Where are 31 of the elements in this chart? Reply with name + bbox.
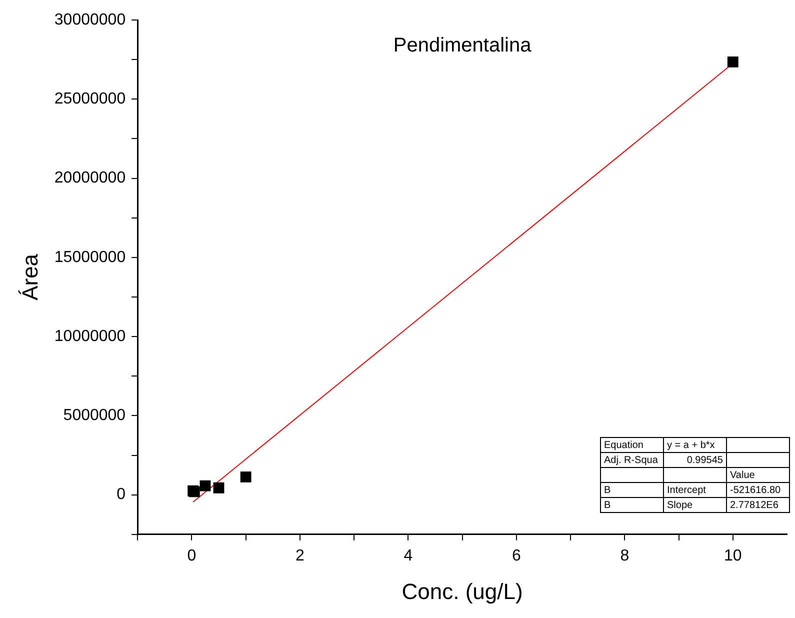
- annotation: Slope: [664, 498, 726, 512]
- point: [727, 56, 738, 68]
- annotation: Adj. R-Squa: [600, 452, 664, 468]
- x-tick-label: 8: [620, 547, 630, 564]
- annotation: 2.77812E6: [726, 498, 790, 512]
- annotation: Intercept: [664, 482, 726, 498]
- y-tick-label: 10000000: [54, 328, 126, 345]
- x-axis-title: Conc. (ug/L): [402, 578, 523, 604]
- annotation: 0.99545: [664, 452, 726, 468]
- annotation: B: [600, 482, 664, 498]
- annotation: y = a + b*x: [664, 438, 726, 452]
- y-tick-label: 25000000: [54, 90, 126, 108]
- y-tick-label: 0: [116, 486, 126, 504]
- y-tick-label: 20000000: [54, 170, 126, 187]
- annotation: Equation: [600, 438, 664, 452]
- x-tick-label: 4: [404, 547, 413, 564]
- point: [200, 480, 211, 492]
- point: [240, 471, 252, 482]
- x-tick-label: 10: [724, 547, 742, 564]
- y-tick-label: 5000000: [63, 407, 126, 424]
- text: Pendimentalina: [393, 34, 532, 57]
- annotation: Value: [726, 468, 790, 482]
- y-tick-label: 30000000: [54, 11, 126, 28]
- x-tick-label: 0: [187, 547, 196, 564]
- annotation: -521616.80: [726, 482, 790, 498]
- x-tick-label: 2: [295, 547, 304, 564]
- x-tick-label: 6: [512, 547, 521, 564]
- y-axis-title: Área: [17, 253, 42, 300]
- point: [213, 482, 224, 494]
- annotation: B: [600, 498, 664, 512]
- y-tick-label: 15000000: [54, 248, 126, 266]
